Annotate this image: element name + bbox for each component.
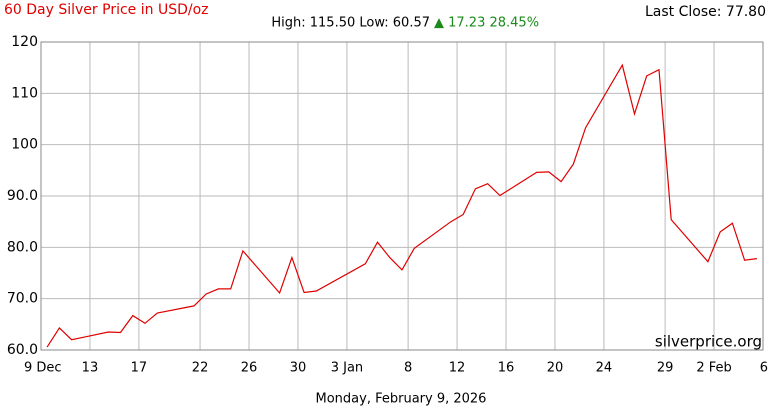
x-tick-label: 8 [404,361,412,376]
x-tick-label: 29 [657,361,674,376]
x-tick-label: 26 [241,361,258,376]
price-line [46,63,757,348]
x-tick-label: 30 [290,361,307,376]
last-close: Last Close: 77.80 [645,4,766,20]
stats: High: 115.50 Low: 60.57 [271,16,430,31]
chart-title: 60 Day Silver Price in USD/oz [4,2,209,18]
y-tick-label: 90.0 [7,188,38,204]
x-tick-label: 16 [498,361,515,376]
x-tick-label: 3 Jan [331,361,363,376]
y-tick-label: 70.0 [7,291,38,307]
x-tick-label: 2 Feb [696,361,731,376]
date-caption: Monday, February 9, 2026 [316,392,487,407]
change: ▲ 17.23 28.45% [434,16,539,31]
x-tick-label: 17 [131,361,148,376]
x-tick-label: 9 Dec [24,361,62,376]
watermark: silverprice.org [655,333,762,351]
y-tick-label: 120 [11,34,38,50]
plot-frame [40,41,764,351]
x-tick-label: 6 [760,361,768,376]
x-tick-label: 22 [192,361,209,376]
y-tick-label: 80.0 [7,239,38,255]
y-tick-label: 110 [11,85,38,101]
x-tick-label: 12 [449,361,466,376]
x-tick-label: 24 [596,361,613,376]
y-tick-label: 60.0 [7,342,38,358]
x-tick-label: 13 [82,361,99,376]
x-tick-label: 20 [547,361,564,376]
y-tick-label: 100 [11,137,38,153]
